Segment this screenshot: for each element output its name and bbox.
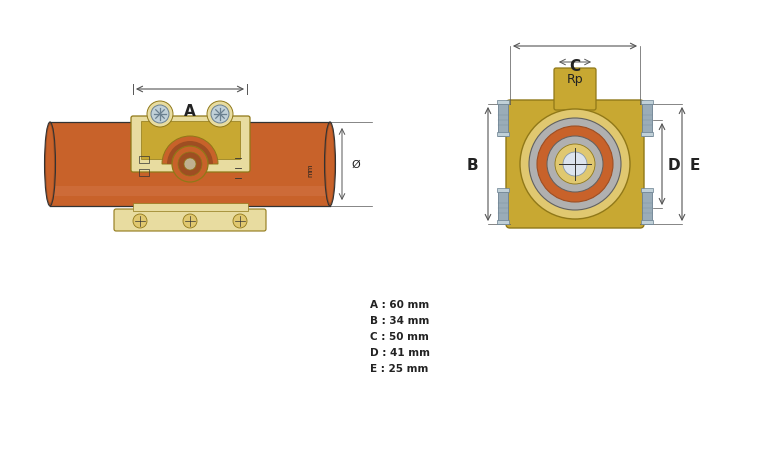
Circle shape	[547, 137, 603, 193]
Circle shape	[563, 152, 587, 177]
Text: mm: mm	[307, 163, 313, 176]
Text: Rp: Rp	[567, 73, 583, 86]
Circle shape	[147, 102, 173, 128]
Circle shape	[183, 215, 197, 229]
Bar	[497, 189, 509, 193]
Text: C: C	[569, 59, 581, 74]
Text: B : 34 mm: B : 34 mm	[370, 315, 429, 325]
Text: A : 60 mm: A : 60 mm	[370, 299, 429, 309]
Text: A: A	[184, 104, 196, 119]
Bar	[498, 193, 508, 225]
Text: D: D	[668, 157, 681, 172]
Bar	[497, 133, 509, 137]
Circle shape	[207, 102, 233, 128]
Wedge shape	[167, 142, 213, 165]
Bar	[497, 101, 509, 105]
Text: B: B	[467, 157, 478, 172]
Bar	[139, 156, 149, 164]
Circle shape	[172, 147, 208, 183]
Bar	[133, 203, 248, 212]
Text: E: E	[690, 157, 701, 172]
Circle shape	[184, 159, 196, 170]
Bar	[641, 101, 653, 105]
FancyBboxPatch shape	[114, 210, 266, 231]
Circle shape	[537, 127, 613, 202]
Wedge shape	[162, 137, 218, 165]
Text: C : 50 mm: C : 50 mm	[370, 331, 429, 341]
Bar	[50, 187, 330, 197]
Bar	[642, 193, 652, 225]
FancyBboxPatch shape	[506, 101, 644, 229]
Bar	[641, 133, 653, 137]
Ellipse shape	[44, 123, 56, 207]
Circle shape	[178, 152, 202, 177]
Bar	[641, 189, 653, 193]
Ellipse shape	[324, 123, 336, 207]
Ellipse shape	[46, 126, 54, 203]
Bar	[498, 105, 508, 137]
Bar	[141, 122, 240, 160]
FancyBboxPatch shape	[131, 117, 250, 173]
Bar	[642, 105, 652, 137]
Circle shape	[529, 119, 621, 211]
Bar	[497, 221, 509, 225]
Text: D : 41 mm: D : 41 mm	[370, 347, 430, 357]
FancyBboxPatch shape	[554, 69, 596, 111]
Circle shape	[555, 145, 595, 184]
Bar	[139, 170, 149, 177]
Bar	[50, 123, 330, 207]
Circle shape	[520, 110, 630, 220]
Text: E : 25 mm: E : 25 mm	[370, 363, 428, 373]
Circle shape	[151, 106, 169, 124]
Bar	[641, 221, 653, 225]
Circle shape	[233, 215, 247, 229]
Text: Ø: Ø	[352, 160, 360, 170]
Ellipse shape	[326, 126, 334, 203]
Circle shape	[133, 215, 147, 229]
Circle shape	[211, 106, 229, 124]
